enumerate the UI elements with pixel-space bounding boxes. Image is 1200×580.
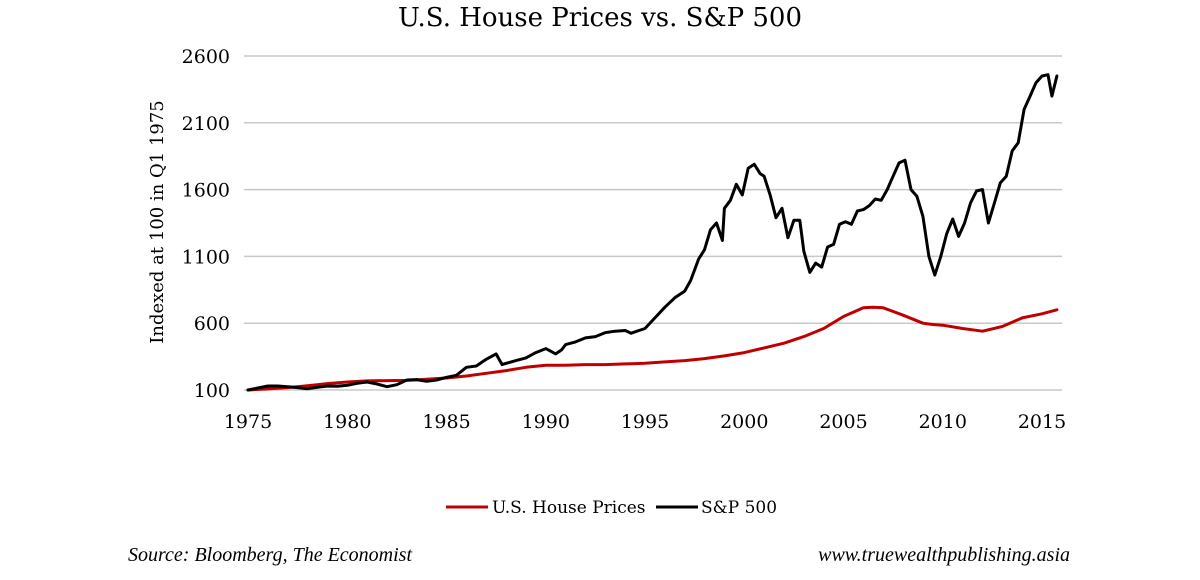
x-tick-label: 2000 — [720, 411, 768, 433]
x-tick-label: 1980 — [323, 411, 371, 433]
y-tick-label: 2600 — [182, 46, 230, 68]
legend-label-sp500: S&P 500 — [701, 498, 777, 518]
chart-title: U.S. House Prices vs. S&P 500 — [398, 3, 802, 33]
x-tick-label: 2015 — [1018, 411, 1066, 433]
x-tick-label: 1990 — [522, 411, 570, 433]
y-tick-label: 1100 — [182, 246, 230, 268]
x-tick-label: 1995 — [621, 411, 669, 433]
x-axis-ticks: 1975 1980 1985 1990 1995 2000 2005 2010 2015 — [224, 411, 1066, 433]
y-axis-label: Indexed at 100 in Q1 1975 — [147, 100, 168, 344]
y-tick-label: 2100 — [182, 113, 230, 135]
x-tick-label: 2010 — [919, 411, 967, 433]
y-tick-label: 600 — [194, 313, 230, 335]
x-tick-label: 1985 — [422, 411, 470, 433]
y-tick-label: 100 — [194, 380, 230, 402]
x-tick-label: 1975 — [224, 411, 272, 433]
x-tick-label: 2005 — [819, 411, 867, 433]
y-axis-ticks: 100 600 1100 1600 2100 2600 — [182, 46, 230, 402]
series-line-sp500 — [246, 73, 1059, 392]
series-line-house-prices — [246, 305, 1059, 392]
gridlines — [244, 55, 1062, 391]
series-lines — [246, 73, 1059, 392]
legend-label-house-prices: U.S. House Prices — [492, 498, 646, 518]
legend: U.S. House Prices S&P 500 — [446, 498, 777, 518]
website-credit: www.truewealthpublishing.asia — [818, 544, 1070, 566]
y-tick-label: 1600 — [182, 180, 230, 202]
source-note: Source: Bloomberg, The Economist — [128, 544, 413, 566]
